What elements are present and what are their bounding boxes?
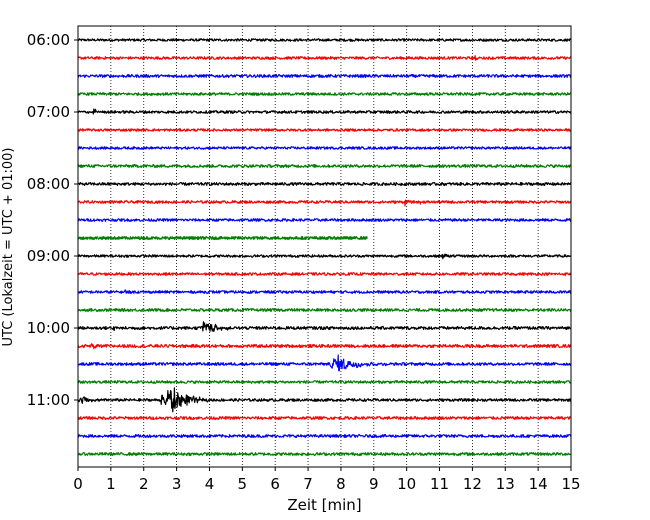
x-tick-label: 12 <box>463 475 482 493</box>
y-axis-ticks: 06:00 07:00 08:00 09:00 10:00 11:00 <box>27 31 78 409</box>
trace-0815 <box>77 199 572 207</box>
y-tick-label: 06:00 <box>27 31 70 49</box>
trace-1115 <box>77 416 572 420</box>
y-tick-label: 09:00 <box>27 247 70 265</box>
x-tick-label: 8 <box>336 475 346 493</box>
x-tick-label: 11 <box>430 475 449 493</box>
trace-0930 <box>77 289 572 295</box>
x-axis-label: Zeit [min] <box>287 496 361 514</box>
trace-0715 <box>77 128 572 132</box>
trace-0945 <box>77 308 572 312</box>
trace-1130 <box>77 434 572 438</box>
trace-group <box>77 38 572 456</box>
x-tick-label: 0 <box>73 475 83 493</box>
trace-0600 <box>77 38 572 42</box>
y-tick-label: 07:00 <box>27 103 70 121</box>
x-tick-label: 15 <box>561 475 580 493</box>
trace-0900 <box>77 253 572 260</box>
x-tick-label: 3 <box>172 475 182 493</box>
x-axis-ticks: 0 1 2 3 4 5 6 7 8 9 10 11 12 13 14 15 <box>73 467 581 493</box>
x-tick-label: 2 <box>139 475 149 493</box>
trace-1015 <box>77 343 572 350</box>
trace-1145 <box>77 452 572 456</box>
trace-0730 <box>77 146 572 150</box>
trace-0845 <box>77 236 368 240</box>
x-tick-label: 7 <box>303 475 313 493</box>
trace-1045 <box>77 380 572 384</box>
trace-1100 <box>77 387 572 413</box>
y-axis-label: UTC (Lokalzeit = UTC + 01:00) <box>1 148 16 347</box>
plot-frame <box>77 25 572 468</box>
y-tick-label: 10:00 <box>27 319 70 337</box>
trace-0630 <box>77 74 572 78</box>
trace-0645 <box>77 92 572 96</box>
x-tick-label: 5 <box>238 475 248 493</box>
trace-0915 <box>77 272 572 276</box>
y-tick-label: 08:00 <box>27 175 70 193</box>
x-tick-label: 14 <box>529 475 548 493</box>
x-tick-label: 13 <box>496 475 515 493</box>
x-tick-label: 9 <box>369 475 379 493</box>
x-tick-label: 1 <box>106 475 116 493</box>
trace-1030 <box>77 354 572 372</box>
trace-0700 <box>77 108 572 115</box>
y-tick-label: 11:00 <box>27 391 70 409</box>
trace-0800 <box>77 182 572 186</box>
x-tick-label: 4 <box>205 475 215 493</box>
trace-0745 <box>77 164 572 168</box>
trace-0830 <box>77 218 572 222</box>
x-tick-label: 10 <box>397 475 416 493</box>
x-tick-label: 6 <box>270 475 280 493</box>
trace-0615 <box>77 55 572 61</box>
trace-1000 <box>77 321 572 333</box>
